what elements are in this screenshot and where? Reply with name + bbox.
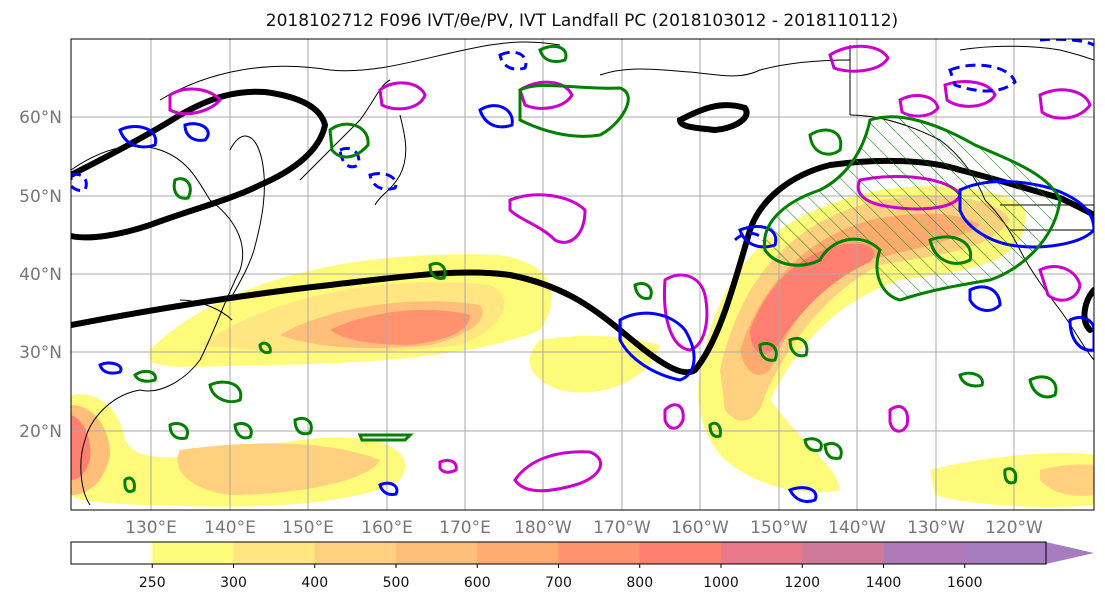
colorbar-segment [233, 542, 316, 564]
colorbar-segment [71, 542, 153, 564]
lon-label: 160°E [361, 518, 413, 538]
ivt-shading [71, 186, 1094, 507]
lat-label: 20°N [19, 422, 62, 442]
colorbar-ticks [151, 564, 966, 568]
colorbar-segment [964, 542, 1047, 564]
lon-label: 130°E [125, 518, 177, 538]
lat-label: 50°N [19, 187, 62, 207]
lon-labels: 130°E 140°E 150°E 160°E 170°E 180°W 170°… [125, 518, 1043, 538]
colorbar-segment [152, 542, 234, 564]
lon-label: 180°W [514, 518, 572, 538]
colorbar-segment [396, 542, 478, 564]
lon-label: 120°W [985, 518, 1043, 538]
pv-contours [123, 44, 1062, 494]
lon-label: 150°W [750, 518, 808, 538]
lon-label: 140°W [828, 518, 886, 538]
ivt-pc-contours [168, 44, 1092, 493]
colorbar-segment [883, 542, 966, 564]
lon-label: 140°E [204, 518, 256, 538]
colorbar-segments [71, 542, 1047, 564]
colorbar-labels: 250 300 400 500 600 700 800 1000 1200 1400 1600 [139, 575, 983, 591]
colorbar-segment [802, 542, 884, 564]
lon-label: 150°E [282, 518, 334, 538]
map-panel: 60°N 50°N 40°N 30°N 20°N 130°E 140°E 150… [19, 38, 1095, 538]
figure-title: 2018102712 F096 IVT/θe/PV, IVT Landfall … [266, 11, 898, 31]
colorbar-tick-label: 250 [139, 575, 166, 591]
colorbar-tick-label: 600 [464, 575, 491, 591]
colorbar-tick-label: 800 [626, 575, 653, 591]
theta-e-negative-contours [71, 39, 1094, 243]
colorbar-tick-label: 1400 [866, 575, 902, 591]
colorbar-tick-label: 1600 [947, 575, 983, 591]
colorbar-segment [477, 542, 559, 564]
colorbar-extend-arrow [1046, 542, 1094, 564]
lat-label: 30°N [19, 343, 62, 363]
colorbar: 250 300 400 500 600 700 800 1000 1200 1400 1600 [70, 541, 1094, 591]
map-frame [70, 38, 1095, 511]
colorbar-tick-label: 700 [545, 575, 572, 591]
lon-label: 170°W [593, 518, 651, 538]
colorbar-tick-label: 400 [301, 575, 328, 591]
colorbar-segment [639, 542, 722, 564]
lat-labels: 60°N 50°N 40°N 30°N 20°N [19, 108, 62, 442]
colorbar-segment [558, 542, 641, 564]
lon-label: 170°E [439, 518, 491, 538]
colorbar-tick-label: 1200 [784, 575, 820, 591]
lat-label: 60°N [19, 108, 62, 128]
colorbar-segment [314, 542, 397, 564]
lon-label: 160°W [671, 518, 729, 538]
colorbar-segment [721, 542, 803, 564]
colorbar-tick-label: 300 [220, 575, 247, 591]
lat-label: 40°N [19, 265, 62, 285]
colorbar-tick-label: 500 [383, 575, 410, 591]
lon-label: 130°W [907, 518, 965, 538]
colorbar-tick-label: 1000 [703, 575, 739, 591]
